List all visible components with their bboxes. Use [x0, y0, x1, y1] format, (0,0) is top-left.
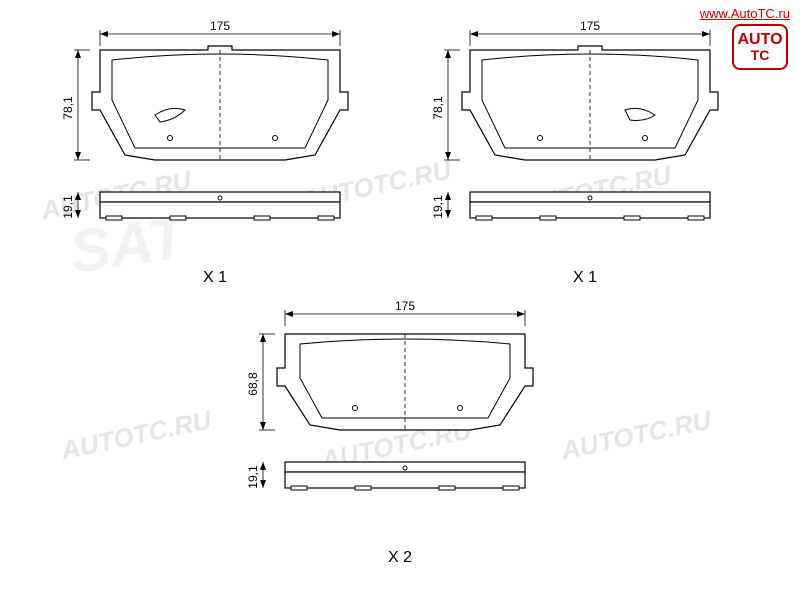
source-url[interactable]: www.AutoTC.ru [700, 6, 790, 21]
dim-height: 68,8 [246, 372, 260, 396]
dim-width: 175 [210, 20, 230, 33]
watermark-text: AUTOTC.RU [558, 404, 714, 466]
dim-thickness: 19,1 [431, 195, 445, 219]
dim-height: 78,1 [431, 96, 445, 120]
logo-line1: AUTO [737, 32, 782, 48]
qty-label: X 1 [60, 269, 370, 287]
watermark-text: AUTOTC.RU [58, 404, 214, 466]
qty-label: X 1 [430, 269, 740, 287]
dim-thickness: 19,1 [61, 195, 75, 219]
dim-thickness: 19,1 [246, 465, 260, 489]
brake-pad-drawing-c: 175 68,8 19,1 X 2 [245, 300, 555, 540]
dim-height: 78,1 [61, 96, 75, 120]
qty-label: X 2 [245, 549, 555, 567]
logo-line2: TC [751, 48, 770, 62]
dim-width: 175 [395, 300, 415, 313]
dim-width: 175 [580, 20, 600, 33]
brand-logo: AUTO TC [732, 24, 788, 70]
brake-pad-drawing-a: 175 78,1 19,1 [60, 20, 370, 260]
brake-pad-drawing-b: 175 78,1 19,1 X 1 [430, 20, 740, 260]
diagram-container: www.AutoTC.ru AUTO TC SAT AUTOTC.RU AUTO… [0, 0, 800, 600]
